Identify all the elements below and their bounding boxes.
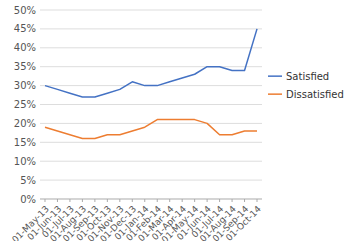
y-tick-label: 45% (14, 23, 36, 34)
grid-line (40, 28, 262, 29)
y-tick-label: 25% (14, 99, 36, 110)
x-tick (94, 199, 95, 202)
legend-swatch (268, 93, 282, 95)
legend-label: Dissatisfied (286, 89, 344, 100)
grid-line (40, 47, 262, 48)
y-tick-label: 50% (14, 5, 36, 16)
legend-swatch (268, 75, 282, 77)
x-tick (194, 199, 195, 202)
x-tick (132, 199, 133, 202)
y-tick-label: 5% (20, 175, 36, 186)
y-grid (40, 10, 262, 199)
y-tick-label: 10% (14, 156, 36, 167)
x-tick (144, 199, 145, 202)
x-tick (207, 199, 208, 202)
x-tick (44, 199, 45, 202)
x-tick (219, 199, 220, 202)
y-tick-label: 40% (14, 42, 36, 53)
x-tick (257, 199, 258, 202)
x-tick (82, 199, 83, 202)
legend-label: Satisfied (286, 71, 329, 82)
grid-line (40, 104, 262, 105)
y-tick-label: 15% (14, 137, 36, 148)
grid-line (40, 199, 262, 200)
series-line (45, 29, 257, 97)
x-axis (40, 199, 262, 200)
x-tick (107, 199, 108, 202)
grid-line (40, 161, 262, 162)
chart: 0%5%10%15%20%25%30%35%40%45%50%01-May-13… (0, 0, 349, 241)
x-tick (57, 199, 58, 202)
y-tick-label: 20% (14, 118, 36, 129)
grid-line (40, 180, 262, 181)
x-tick (182, 199, 183, 202)
x-tick-label: 01-Oct-14 (224, 204, 263, 241)
x-tick (69, 199, 70, 202)
series-line (45, 120, 257, 139)
x-tick (169, 199, 170, 202)
grid-line (40, 10, 262, 11)
x-tick (157, 199, 158, 202)
x-tick (232, 199, 233, 202)
x-tick (244, 199, 245, 202)
legend: Satisfied Dissatisfied (268, 71, 344, 100)
y-tick-label: 0% (20, 194, 36, 205)
grid-line (40, 66, 262, 67)
grid-line (40, 142, 262, 143)
lines (45, 29, 257, 139)
y-tick-label: 35% (14, 61, 36, 72)
y-tick-label: 30% (14, 80, 36, 91)
x-tick (119, 199, 120, 202)
